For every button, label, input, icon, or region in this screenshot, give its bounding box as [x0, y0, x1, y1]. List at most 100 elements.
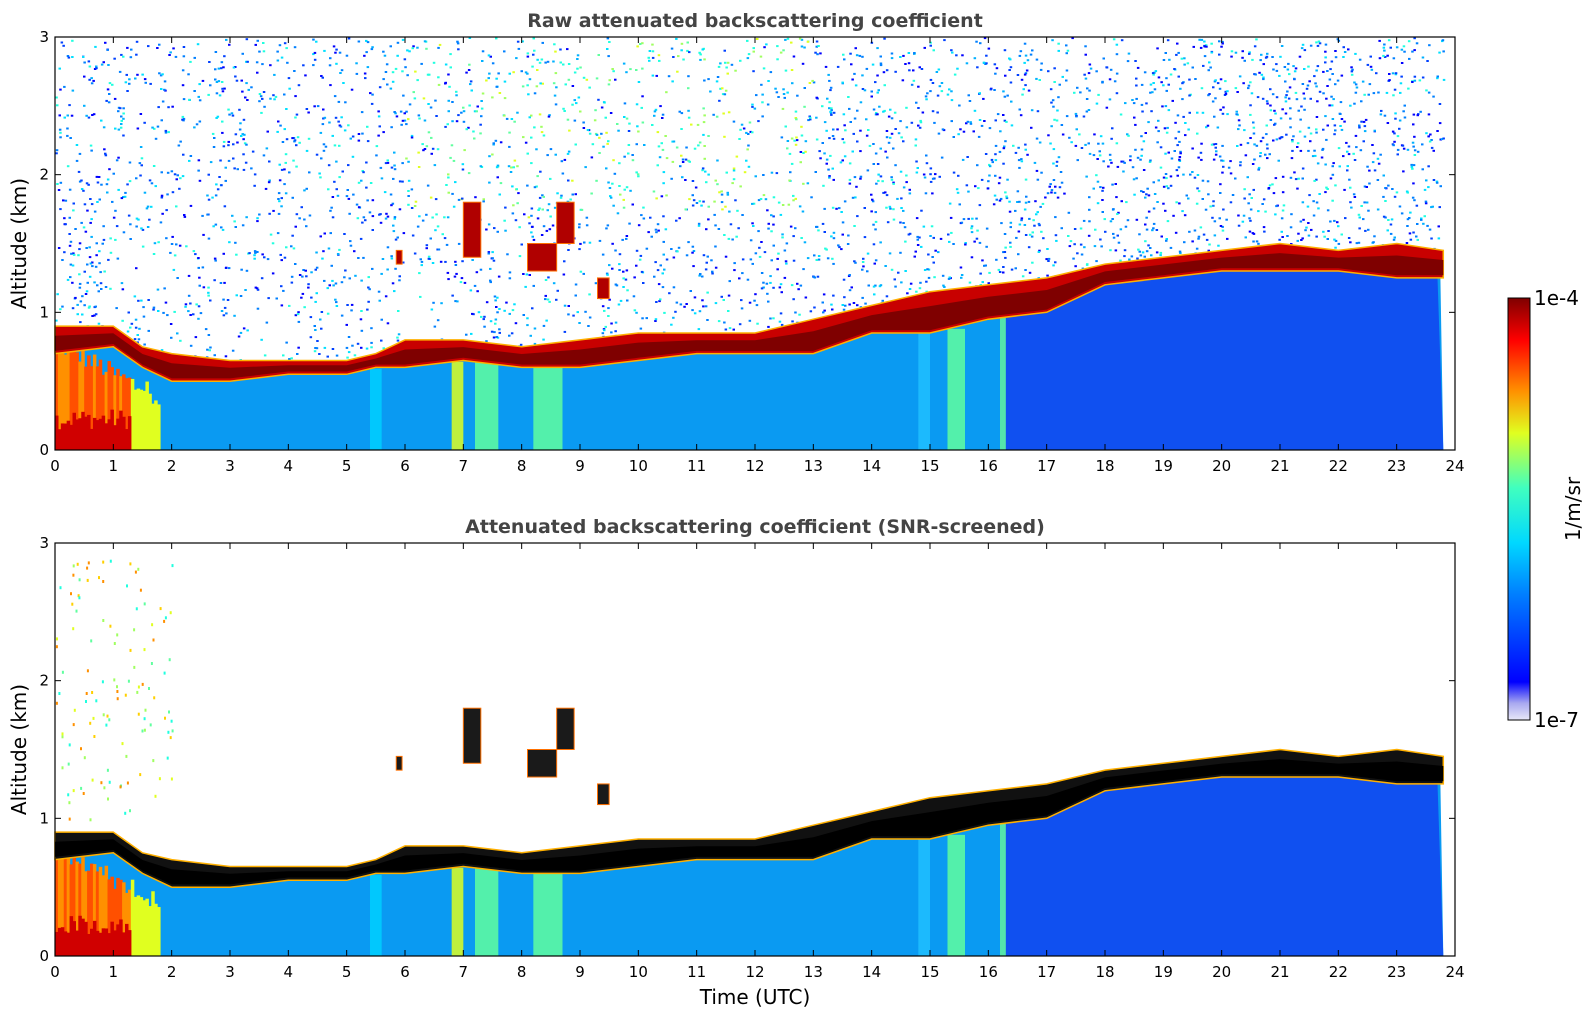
- noise-pixel: [889, 136, 892, 139]
- noise-pixel: [647, 231, 650, 234]
- noise-pixel: [242, 138, 245, 141]
- noise-pixel: [461, 163, 465, 166]
- noise-pixel: [84, 293, 88, 295]
- noise-pixel: [223, 205, 227, 208]
- noise-pixel: [1196, 187, 1199, 190]
- noise-pixel: [678, 110, 681, 113]
- noise-pixel: [1394, 117, 1397, 120]
- noise-pixel: [983, 264, 986, 267]
- noise-pixel: [526, 317, 529, 320]
- noise-pixel: [1009, 66, 1013, 69]
- noise-pixel: [1140, 103, 1144, 106]
- noise-pixel: [706, 291, 709, 294]
- noise-pixel: [293, 140, 296, 143]
- noise-pixel: [619, 193, 622, 196]
- noise-pixel: [482, 200, 485, 203]
- noise-pixel: [516, 202, 519, 205]
- noise-pixel: [994, 119, 997, 122]
- noise-pixel: [548, 300, 551, 303]
- noise-pixel: [346, 189, 349, 191]
- noise-pixel: [1257, 210, 1260, 213]
- noise-pixel: [1130, 255, 1134, 258]
- noise-pixel: [546, 60, 550, 63]
- noise-pixel: [1342, 155, 1345, 158]
- noise-pixel: [841, 233, 844, 236]
- noise-pixel: [1247, 202, 1250, 205]
- noise-pixel: [378, 86, 382, 89]
- noise-pixel: [1116, 234, 1119, 237]
- noise-pixel: [109, 624, 112, 628]
- noise-pixel: [1086, 263, 1089, 266]
- noise-pixel: [123, 195, 127, 198]
- noise-pixel: [641, 67, 644, 70]
- noise-pixel: [1084, 143, 1087, 146]
- noise-pixel: [1053, 118, 1056, 121]
- noise-pixel: [1046, 248, 1049, 250]
- noise-pixel: [721, 208, 724, 211]
- noise-pixel: [681, 176, 684, 179]
- plume-streak: [1000, 823, 1006, 956]
- noise-pixel: [295, 165, 298, 168]
- noise-pixel: [1316, 100, 1319, 103]
- noise-pixel: [143, 191, 147, 194]
- noise-pixel: [179, 140, 182, 143]
- noise-pixel: [1188, 78, 1191, 81]
- noise-pixel: [260, 277, 264, 280]
- noise-pixel: [1134, 60, 1137, 62]
- noise-pixel: [724, 255, 728, 258]
- noise-pixel: [622, 277, 625, 280]
- noise-pixel: [108, 93, 111, 95]
- noise-pixel: [893, 111, 897, 114]
- noise-pixel: [1054, 185, 1057, 188]
- noise-pixel: [662, 182, 665, 185]
- noise-pixel: [707, 218, 710, 221]
- noise-pixel: [749, 130, 752, 133]
- noise-pixel: [322, 250, 325, 253]
- noise-pixel: [867, 129, 870, 131]
- noise-pixel: [133, 295, 137, 298]
- noise-pixel: [156, 125, 160, 128]
- noise-pixel: [1221, 112, 1225, 115]
- noise-pixel: [1259, 59, 1262, 62]
- noise-pixel: [141, 228, 145, 231]
- noise-pixel: [427, 103, 430, 105]
- noise-pixel: [1016, 74, 1020, 76]
- noise-pixel: [1413, 49, 1416, 52]
- noise-pixel: [855, 185, 858, 188]
- noise-pixel: [863, 207, 866, 209]
- noise-pixel: [606, 273, 609, 276]
- noise-pixel: [491, 96, 494, 99]
- noise-pixel: [1055, 239, 1058, 242]
- noise-pixel: [651, 74, 655, 77]
- noise-pixel: [297, 320, 301, 323]
- noise-pixel: [1045, 258, 1048, 261]
- noise-pixel: [225, 266, 228, 269]
- noise-pixel: [530, 231, 533, 234]
- noise-pixel: [305, 149, 309, 152]
- aerosol-column: [113, 375, 117, 450]
- noise-pixel: [148, 218, 151, 221]
- noise-pixel: [152, 165, 156, 167]
- noise-pixel: [220, 61, 224, 64]
- noise-pixel: [166, 193, 169, 196]
- plume-streak: [370, 368, 382, 450]
- noise-pixel: [1237, 224, 1241, 227]
- noise-pixel: [1211, 216, 1214, 219]
- noise-pixel: [680, 112, 684, 115]
- noise-pixel: [353, 354, 357, 357]
- noise-pixel: [1303, 49, 1307, 52]
- noise-pixel: [1156, 47, 1159, 50]
- noise-pixel: [402, 94, 405, 97]
- noise-pixel: [772, 215, 775, 218]
- noise-pixel: [533, 49, 536, 52]
- noise-pixel: [1029, 53, 1033, 56]
- noise-pixel: [994, 159, 998, 162]
- noise-pixel: [874, 81, 877, 84]
- noise-pixel: [1212, 158, 1216, 161]
- noise-pixel: [1303, 97, 1306, 100]
- noise-pixel: [853, 72, 856, 75]
- noise-pixel: [193, 126, 196, 129]
- noise-pixel: [1107, 165, 1110, 168]
- noise-pixel: [301, 275, 304, 278]
